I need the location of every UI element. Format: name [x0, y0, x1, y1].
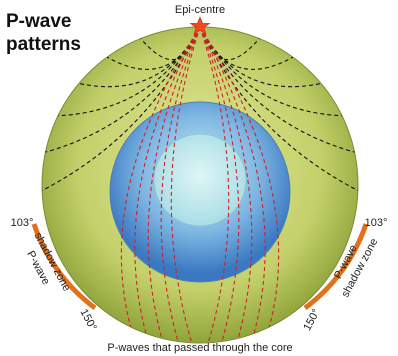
inner-core [154, 134, 246, 226]
title-line: patterns [6, 34, 81, 55]
epicentre-label: Epi-centre [175, 4, 225, 16]
title-line: P-wave [6, 11, 71, 32]
left-start-angle: 103° [11, 217, 34, 229]
right-end-angle: 150° [301, 307, 322, 333]
diagram: P-wave patterns Epi-centre 103° P-wave s… [0, 0, 398, 356]
right-start-angle: 103° [365, 217, 388, 229]
caption: P-waves that passed through the core [107, 342, 292, 354]
left-end-angle: 150° [77, 307, 98, 333]
